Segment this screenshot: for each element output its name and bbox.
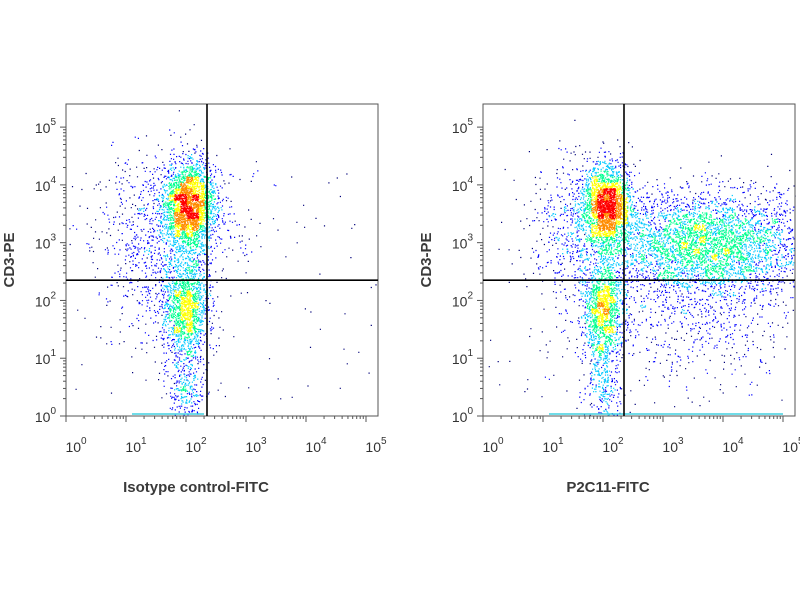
- y-tick-label: 100: [35, 406, 57, 425]
- y-tick-label: 103: [35, 233, 57, 252]
- x-axis-ticks: 100 101 102 103 104 105: [482, 416, 800, 455]
- event-density-level-3: [581, 170, 779, 357]
- x-tick-label: 105: [365, 436, 387, 455]
- y-tick-label: 105: [452, 117, 474, 136]
- x-tick-label: 105: [782, 436, 800, 455]
- event-density-level-4: [591, 176, 730, 351]
- y-tick-label: 104: [35, 175, 57, 194]
- x-tick-label: 100: [482, 436, 504, 455]
- event-density-level-1: [532, 147, 795, 416]
- event-density-level-5: [174, 176, 205, 232]
- plot-frame: [65, 103, 379, 417]
- event-density-level-5: [591, 188, 623, 316]
- x-tick-label: 101: [125, 436, 147, 455]
- x-tick-label: 104: [722, 436, 744, 455]
- event-density-level-3: [162, 165, 217, 393]
- y-axis-label: CD3-PE: [1, 232, 18, 287]
- y-axis-label: CD3-PE: [418, 232, 435, 287]
- panel-p2c11: 100 101 102 103 104 105 100 101 102 103 104 105 CD…: [418, 103, 800, 496]
- panel-isotype-control: 100 101 102 103 104 105 100 101 102 103 104 105 CD…: [1, 103, 387, 496]
- event-density-level-0: [488, 119, 796, 417]
- y-tick-label: 100: [452, 406, 474, 425]
- event-density-level-6: [597, 188, 617, 220]
- x-tick-label: 102: [602, 436, 624, 455]
- x-tick-label: 104: [305, 436, 327, 455]
- y-tick-label: 104: [452, 175, 474, 194]
- y-tick-label: 101: [35, 348, 57, 367]
- x-tick-label: 100: [65, 436, 87, 455]
- y-tick-label: 101: [452, 348, 474, 367]
- x-axis-label: Isotype control-FITC: [123, 479, 269, 496]
- y-tick-label: 105: [35, 117, 57, 136]
- x-tick-label: 103: [245, 436, 267, 455]
- x-tick-label: 101: [542, 436, 564, 455]
- y-tick-label: 102: [452, 290, 474, 309]
- x-axis-ticks: 100 101 102 103 104 105: [65, 416, 387, 455]
- event-density-level-2: [549, 160, 795, 416]
- x-axis-label: P2C11-FITC: [566, 479, 650, 496]
- events-density-plot: [488, 119, 796, 417]
- event-density-level-6: [174, 194, 200, 220]
- event-density-level-4: [168, 176, 206, 334]
- x-tick-label: 102: [185, 436, 207, 455]
- y-tick-label: 103: [452, 233, 474, 252]
- y-axis-ticks: 100 101 102 103 104 105: [452, 117, 483, 425]
- y-tick-label: 102: [35, 290, 57, 309]
- y-axis-ticks: 100 101 102 103 104 105: [35, 117, 66, 425]
- events-density-plot: [69, 110, 377, 416]
- x-tick-label: 103: [662, 436, 684, 455]
